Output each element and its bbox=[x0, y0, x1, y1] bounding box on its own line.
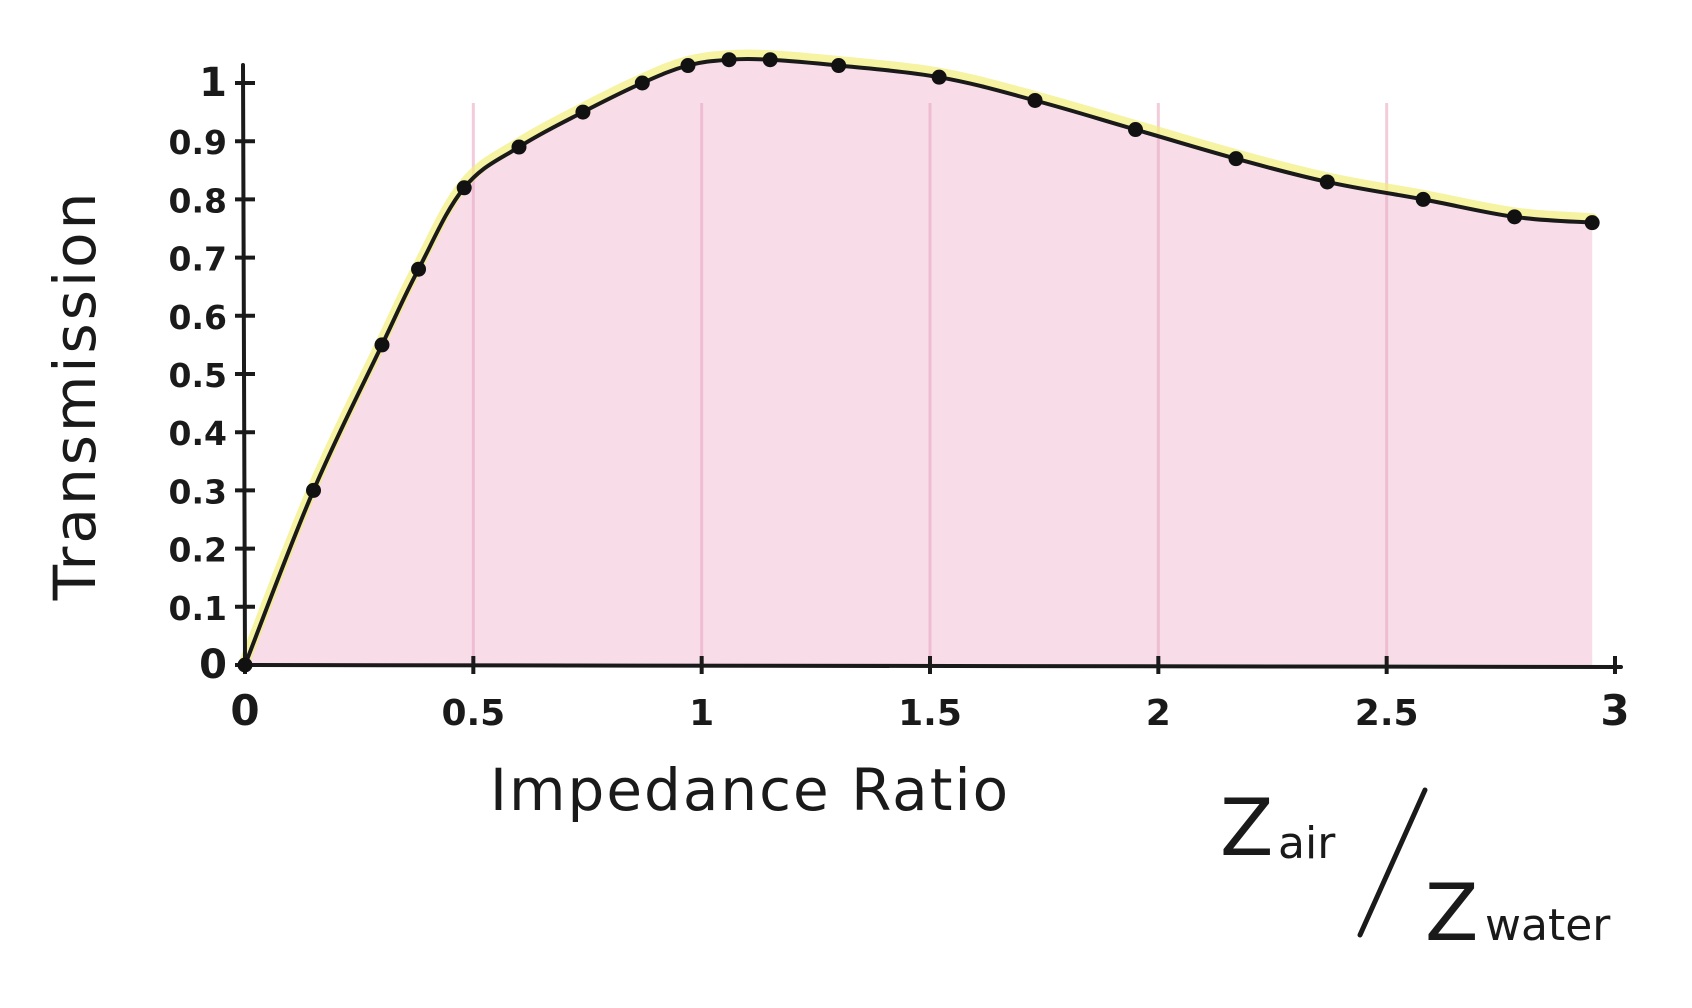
data-point-19 bbox=[1584, 215, 1600, 231]
y-axis-title: Transmission bbox=[41, 190, 109, 602]
data-point-8 bbox=[680, 58, 696, 74]
impedance-ratio-formula: Z air Z water bbox=[1220, 784, 1611, 959]
data-point-11 bbox=[831, 58, 847, 74]
ratio-numerator-subscript: air bbox=[1278, 818, 1336, 869]
data-point-3 bbox=[411, 261, 427, 277]
data-point-12 bbox=[931, 69, 947, 85]
y-tick-label-8: 0.8 bbox=[169, 181, 227, 220]
y-tick-label-10: 1 bbox=[199, 60, 227, 106]
area-under-curve bbox=[245, 58, 1593, 665]
y-tick-label-0: 0 bbox=[199, 642, 227, 688]
data-point-2 bbox=[374, 337, 390, 353]
data-point-9 bbox=[721, 52, 737, 68]
x-axis bbox=[243, 663, 1623, 669]
data-points bbox=[237, 52, 1600, 673]
data-point-6 bbox=[575, 104, 591, 120]
y-tick-label-3: 0.3 bbox=[169, 472, 227, 511]
data-point-7 bbox=[634, 75, 650, 91]
y-tick-label-7: 0.7 bbox=[169, 240, 227, 279]
y-axis bbox=[241, 63, 247, 667]
x-tick-label-6: 3 bbox=[1600, 686, 1629, 735]
x-axis-ticks: 0 0.5 1 1.5 2 2.5 3 bbox=[230, 656, 1630, 735]
data-point-14 bbox=[1128, 122, 1143, 138]
x-tick-label-3: 1.5 bbox=[898, 693, 962, 734]
y-tick-label-2: 0.2 bbox=[169, 531, 227, 570]
x-tick-label-4: 2 bbox=[1146, 693, 1171, 734]
x-tick-label-2: 1 bbox=[689, 693, 714, 734]
data-point-16 bbox=[1319, 174, 1335, 190]
data-point-15 bbox=[1228, 151, 1244, 167]
ratio-denominator: Z bbox=[1425, 869, 1478, 959]
data-point-4 bbox=[456, 180, 472, 196]
x-axis-title: Impedance Ratio bbox=[490, 756, 1010, 824]
x-tick-label-5: 2.5 bbox=[1355, 693, 1419, 734]
ratio-numerator: Z bbox=[1220, 784, 1273, 874]
series-line bbox=[243, 56, 1593, 666]
ratio-slash bbox=[1357, 787, 1428, 938]
data-point-13 bbox=[1027, 92, 1043, 108]
y-tick-label-9: 0.9 bbox=[169, 123, 227, 162]
x-tick-label-0: 0 bbox=[230, 686, 259, 735]
data-point-1 bbox=[306, 482, 321, 498]
data-point-0 bbox=[237, 657, 253, 673]
data-point-5 bbox=[511, 139, 527, 155]
data-point-10 bbox=[762, 52, 778, 68]
y-tick-label-1: 0.1 bbox=[169, 589, 227, 628]
y-tick-label-4: 0.4 bbox=[169, 414, 227, 453]
y-tick-label-5: 0.5 bbox=[169, 356, 227, 395]
data-point-18 bbox=[1507, 209, 1523, 225]
fill-gridlines bbox=[471, 103, 1389, 665]
y-axis-ticks: 0 0.1 0.2 0.3 0.4 0.5 0.6 0.7 0.8 0.9 1 bbox=[169, 60, 255, 688]
data-point-17 bbox=[1415, 191, 1431, 207]
ratio-denominator-subscript: water bbox=[1485, 900, 1611, 951]
x-tick-label-1: 0.5 bbox=[441, 693, 505, 734]
y-tick-label-6: 0.6 bbox=[169, 298, 227, 337]
